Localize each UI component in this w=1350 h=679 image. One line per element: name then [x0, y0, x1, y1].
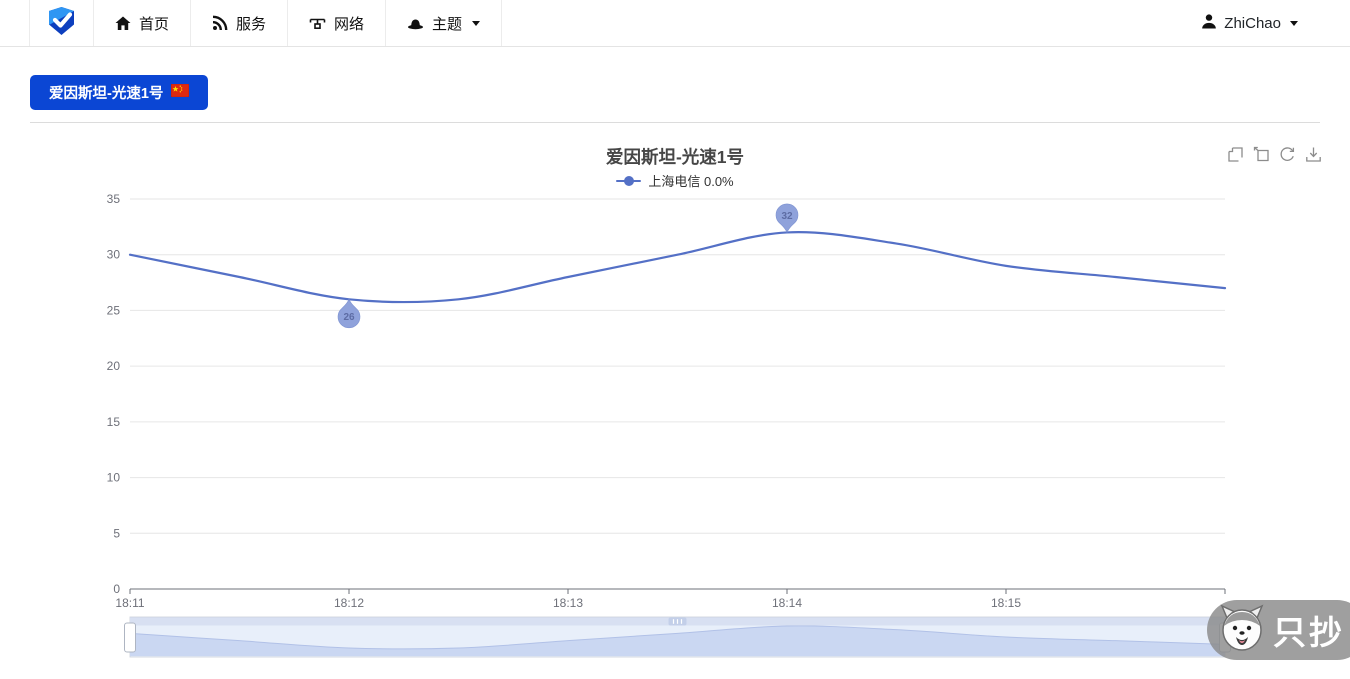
y-axis-tick-label: 35	[107, 192, 121, 206]
y-axis-tick-label: 5	[113, 526, 120, 540]
y-axis-tick-label: 10	[107, 471, 121, 485]
user-menu[interactable]: ZhiChao	[1201, 0, 1350, 46]
watermark-label: 只抄	[1273, 614, 1345, 651]
divider	[30, 122, 1320, 123]
legend-line-marker-icon	[616, 175, 642, 186]
nav-item-label: 网络	[334, 15, 365, 33]
chart-toolbox	[1227, 146, 1322, 168]
y-axis-tick-label: 30	[107, 248, 121, 262]
x-axis-tick-label: 18:13	[553, 596, 583, 610]
x-axis-tick-label: 18:11	[115, 596, 144, 610]
series-line	[128, 231, 1227, 304]
chart-section: 爱因斯坦-光速1号 上海电信 0.0%	[30, 135, 1322, 679]
y-axis-tick-label: 0	[113, 582, 120, 596]
chevron-down-icon	[472, 21, 481, 30]
nav-item-label: 首页	[139, 15, 170, 33]
nav-item-label: 主题	[432, 15, 463, 33]
y-axis-tick-label: 25	[107, 303, 121, 317]
user-name-label: ZhiChao	[1224, 14, 1281, 32]
legend-item-shanghai-telecom[interactable]: 上海电信 0.0%	[30, 171, 1320, 190]
user-icon	[1201, 13, 1217, 33]
y-axis-tick-label: 20	[107, 359, 121, 373]
nav-item-network[interactable]: 网络	[288, 0, 387, 46]
toolbox-restore-icon[interactable]	[1279, 146, 1296, 168]
husky-mascot-icon	[1219, 604, 1265, 657]
y-axis-tick-label: 15	[107, 415, 121, 429]
nav-item-home[interactable]: 首页	[94, 0, 192, 46]
nav-item-services[interactable]: 服务	[191, 0, 289, 46]
toolbox-save-image-icon[interactable]	[1305, 146, 1322, 168]
x-axis-tick-label: 18:12	[334, 596, 364, 610]
navbar: 首页 服务 网络 主题	[0, 0, 1350, 47]
nav-item-theme[interactable]: 主题	[386, 0, 503, 46]
x-axis-tick-label: 18:14	[772, 596, 802, 610]
toolbox-zoom-reset-icon[interactable]	[1253, 146, 1270, 168]
node-button-label: 爱因斯坦-光速1号	[49, 86, 164, 102]
max-marker-pin-label: 32	[781, 211, 793, 222]
min-marker-pin-label: 26	[343, 312, 355, 323]
toolbox-area-zoom-icon[interactable]	[1227, 146, 1244, 168]
theme-icon	[407, 16, 424, 31]
datazoom-shadow-line	[129, 625, 1226, 650]
chart-title: 爱因斯坦-光速1号	[605, 147, 745, 167]
network-icon	[309, 16, 326, 31]
datazoom-left-handle[interactable]	[124, 622, 136, 653]
shield-check-logo-icon	[48, 6, 75, 41]
min-marker-pin: 26	[337, 298, 361, 329]
watermark-badge: 只抄	[1207, 600, 1350, 660]
node-selector-button[interactable]: 爱因斯坦-光速1号	[30, 75, 209, 110]
brand-logo[interactable]	[29, 0, 94, 46]
nav-item-label: 服务	[236, 15, 267, 33]
main-content: 爱因斯坦-光速1号 爱因斯坦-光速1号 上海电信 0.0%	[0, 47, 1350, 679]
line-chart-canvas[interactable]: 0 5 10 15 20 25 30 35 18:11 18:12 18:13 18:14 18:15 3…	[0, 135, 1350, 679]
navbar-spacer	[502, 0, 1201, 46]
legend-label: 上海电信 0.0%	[648, 174, 734, 189]
china-flag-icon	[171, 83, 190, 101]
rss-icon	[212, 15, 228, 31]
chevron-down-icon	[1290, 21, 1298, 30]
max-marker-pin: 32	[775, 203, 799, 234]
x-axis-tick-label: 18:15	[991, 596, 1021, 610]
home-icon	[115, 16, 131, 31]
